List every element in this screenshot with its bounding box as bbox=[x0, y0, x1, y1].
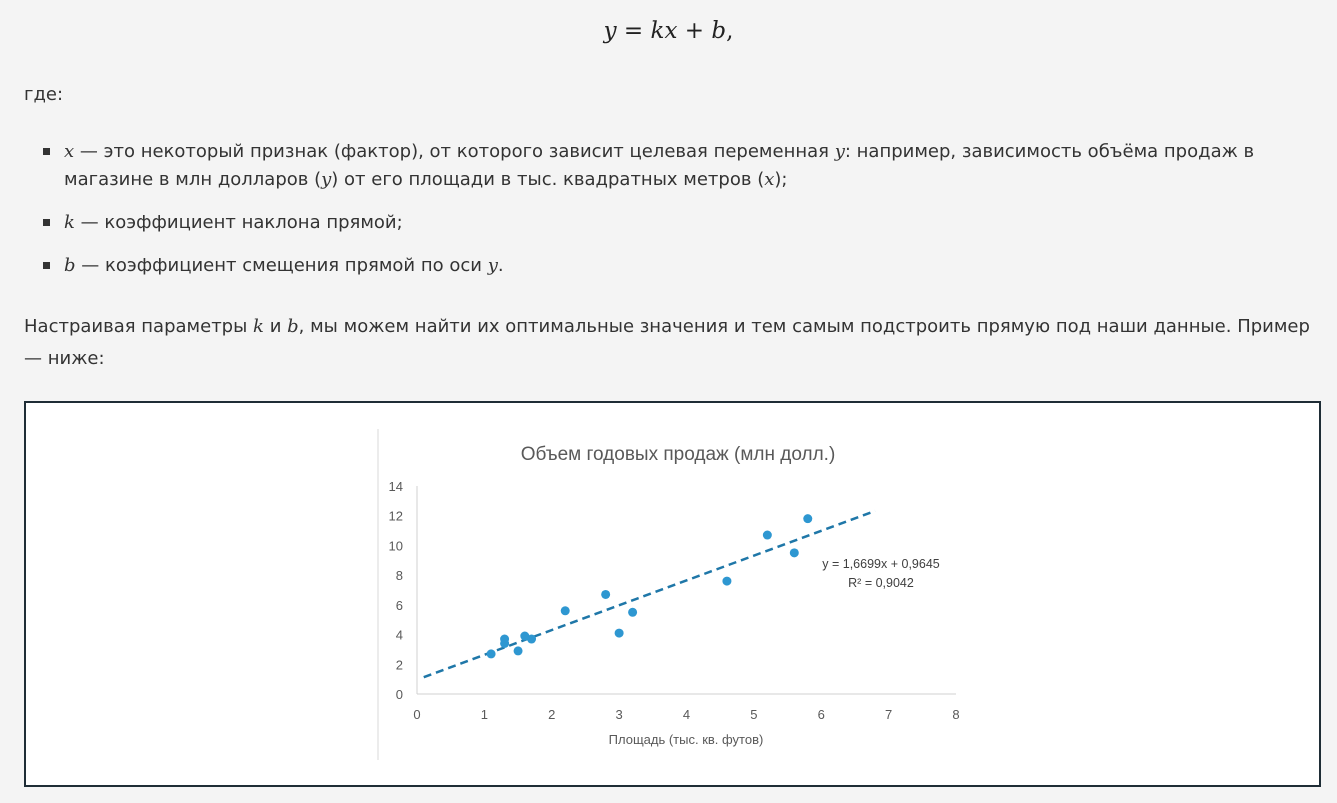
def-text: : например, зависимость объёма продаж в … bbox=[64, 141, 1255, 190]
data-point bbox=[527, 634, 537, 644]
data-point bbox=[803, 514, 813, 524]
chart-title: Объем годовых продаж (млн долл.) bbox=[521, 444, 836, 465]
def-text: — коэффициент смещения прямой по оси bbox=[75, 255, 488, 276]
data-point bbox=[628, 607, 638, 617]
para-text: Настраивая параметры bbox=[24, 316, 254, 337]
data-point bbox=[614, 628, 624, 638]
data-point bbox=[762, 530, 772, 540]
x-tick-label: 0 bbox=[413, 707, 420, 722]
data-point bbox=[513, 646, 523, 656]
data-point bbox=[500, 634, 510, 644]
y-tick-label: 12 bbox=[389, 509, 403, 524]
x-tick-label: 2 bbox=[548, 707, 555, 722]
bullet-icon bbox=[43, 148, 50, 155]
data-point bbox=[789, 548, 799, 558]
formula-k: k bbox=[650, 18, 665, 44]
def-text: ); bbox=[774, 169, 788, 190]
explanation-paragraph: Настраивая параметры k и b, мы можем най… bbox=[24, 311, 1314, 375]
def-var: y bbox=[834, 141, 845, 162]
def-var: b bbox=[64, 255, 76, 276]
def-text: ) от его площади в тыс. квадратных метро… bbox=[331, 169, 765, 190]
y-tick-label: 6 bbox=[396, 598, 403, 613]
x-tick-label: 7 bbox=[885, 707, 892, 722]
x-tick-label: 8 bbox=[952, 707, 959, 722]
bullet-icon bbox=[43, 219, 50, 226]
data-point bbox=[486, 649, 496, 659]
x-axis-label: Площадь (тыс. кв. футов) bbox=[609, 732, 764, 747]
para-text: , мы можем найти их оптимальные значения… bbox=[24, 316, 1310, 369]
y-tick-label: 2 bbox=[396, 657, 403, 672]
y-tick-label: 0 bbox=[396, 687, 403, 702]
y-tick-label: 8 bbox=[396, 568, 403, 583]
def-text: — коэффициент наклона прямой; bbox=[74, 212, 403, 233]
formula-b: b bbox=[711, 18, 727, 44]
def-var: x bbox=[64, 141, 75, 162]
data-point bbox=[722, 576, 732, 586]
bullet-icon bbox=[43, 262, 50, 269]
trendline-group bbox=[423, 509, 876, 679]
definition-k: k — коэффициент наклона прямой; bbox=[24, 209, 1314, 237]
formula-x: x bbox=[664, 18, 678, 44]
trendline-r2: R² = 0,9042 bbox=[848, 576, 914, 590]
para-var-b: b bbox=[287, 316, 299, 337]
trendline-equation: y = 1,6699x + 0,9645 bbox=[822, 557, 940, 571]
formula-y: y bbox=[603, 18, 617, 44]
def-var: y bbox=[321, 169, 332, 190]
formula-comma: , bbox=[726, 18, 734, 44]
where-label: где: bbox=[24, 84, 64, 105]
para-var-k: k bbox=[253, 316, 264, 337]
data-point bbox=[601, 589, 611, 599]
definition-x: x — это некоторый признак (фактор), от к… bbox=[24, 138, 1314, 194]
x-tick-label: 5 bbox=[750, 707, 757, 722]
x-tick-label: 1 bbox=[481, 707, 488, 722]
x-tick-label: 6 bbox=[818, 707, 825, 722]
regression-formula: y = kx + b, bbox=[0, 18, 1337, 44]
def-var: x bbox=[764, 169, 775, 190]
def-text: . bbox=[497, 255, 504, 276]
points-group bbox=[486, 514, 813, 659]
trendline bbox=[423, 509, 876, 679]
def-text: — это некоторый признак (фактор), от кот… bbox=[74, 141, 835, 162]
definition-b: b — коэффициент смещения прямой по оси y… bbox=[24, 252, 1314, 280]
formula-plus: + bbox=[677, 18, 712, 44]
para-text: и bbox=[263, 316, 288, 337]
y-tick-label: 10 bbox=[389, 538, 403, 553]
y-tick-label: 4 bbox=[396, 628, 403, 643]
data-point bbox=[520, 631, 530, 641]
data-point bbox=[560, 606, 570, 616]
x-tick-label: 4 bbox=[683, 707, 690, 722]
definitions-list: x — это некоторый признак (фактор), от к… bbox=[24, 138, 1314, 295]
x-tick-label: 3 bbox=[616, 707, 623, 722]
def-var: y bbox=[487, 255, 498, 276]
formula-eq: = bbox=[616, 18, 651, 44]
def-var: k bbox=[64, 212, 75, 233]
y-tick-label: 14 bbox=[389, 479, 403, 494]
